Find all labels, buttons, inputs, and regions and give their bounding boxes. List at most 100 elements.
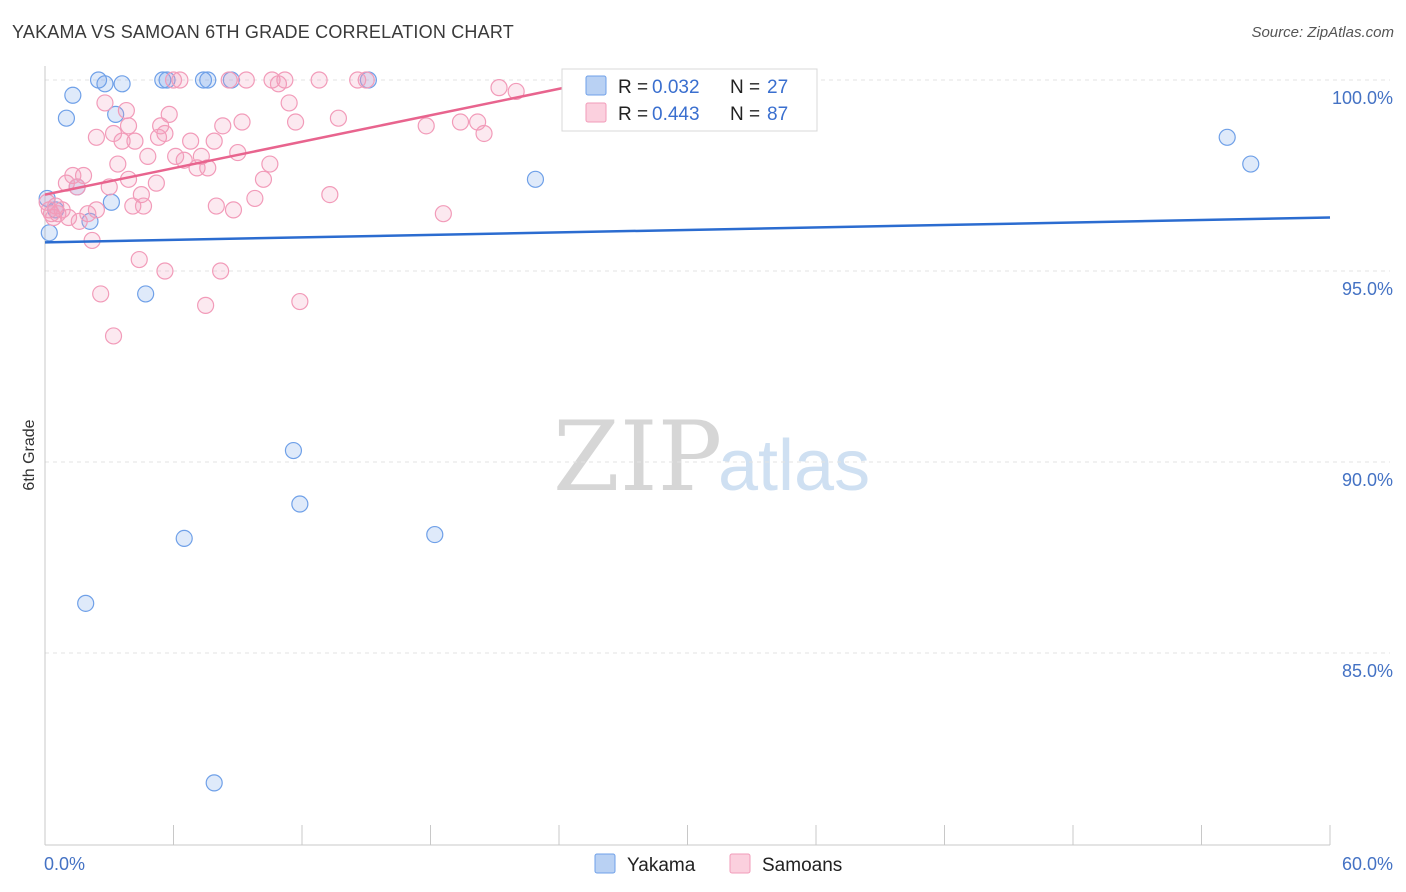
legend-n-label-yakama: N = [730,77,760,98]
samoans-point [490,79,508,97]
yakama-point [137,285,155,303]
samoans-point [104,327,123,345]
yakama-point [291,495,309,513]
chart-title: YAKAMA VS SAMOAN 6TH GRADE CORRELATION C… [12,22,514,42]
samoans-point [329,109,348,127]
samoans-point [310,71,328,89]
y-tick-label: 85.0% [1342,661,1393,681]
samoans-point [254,170,273,188]
yakama-point [175,529,193,548]
samoans-point [74,166,93,185]
samoans-point [87,201,106,219]
samoans-point [171,71,189,89]
legend-r-label-yakama: R = [618,77,648,98]
x-tick-label: 0.0% [44,854,85,874]
legend-r-value-samoans: 0.443 [652,104,700,125]
yakama-point [64,86,82,104]
samoans-point [417,117,435,135]
samoans-point [197,296,215,314]
y-tick-label: 90.0% [1342,470,1393,490]
x-tick-label: 60.0% [1342,854,1393,874]
samoans-point [214,117,232,135]
samoans-point [224,201,243,219]
trend-lines [44,78,1331,244]
yakama-point [113,75,131,93]
yakama-point [77,594,95,612]
samoans-point [357,71,375,89]
samoans-point [451,113,470,131]
legend-swatch-yakama [585,75,607,96]
samoans-point [280,94,298,112]
yakama-point [40,224,58,242]
yakama-trend-line [44,216,1331,244]
samoans-point [139,147,157,165]
bottom-legend-label-yakama: Yakama [627,855,696,876]
yakama-point [194,71,213,89]
samoans-point [113,132,131,150]
samoans-point [164,71,183,89]
yakama-point [199,71,217,89]
yakama-point [1218,128,1236,146]
x-tick-labels: 0.0% 60.0% [44,854,1393,874]
samoans-trend-line [44,78,603,196]
samoans-point [134,197,153,215]
y-tick-labels: 100.0% 95.0% 90.0% 85.0% [1332,88,1393,681]
yakama-point [1242,155,1260,173]
source-credit: Source: ZipAtlas.com [1251,24,1394,41]
samoans-point [237,71,255,89]
yakama-point [205,774,223,792]
samoans-point [212,262,230,280]
samoans-point [167,147,185,165]
yakama-point [107,105,125,123]
yakama-point [102,193,120,211]
bottom-legend-label-samoans: Samoans [762,855,842,876]
watermark-zip: ZIP [553,401,722,513]
samoans-point [205,132,223,150]
legend-r-value-yakama: 0.032 [652,77,700,98]
samoans-point [246,189,264,208]
yakama-point [426,525,444,544]
samoans-point [160,105,178,123]
samoans-point [59,208,78,227]
samoans-point [233,113,251,131]
legend-swatch-samoans [585,102,607,123]
samoans-point [130,250,148,269]
legend-n-value-samoans: 87 [767,104,788,125]
gridlines [45,79,1390,654]
samoans-point [119,117,138,135]
samoans-point [79,205,97,223]
legend-r-label-samoans: R = [618,104,648,125]
samoans-point [96,94,114,112]
yakama-point [526,170,545,188]
samoans-point [147,174,165,192]
yakama-point [158,71,176,89]
stats-legend: R = 0.032 N = 27 R = 0.443 N = 87 [561,68,818,132]
axes [44,66,1331,846]
y-tick-label: 95.0% [1342,279,1393,299]
samoans-point [92,285,110,303]
yakama-point [96,75,114,93]
samoans-point [276,71,294,89]
series-legend: Yakama Samoans [594,853,842,876]
samoans-point [286,113,305,131]
samoans-point [261,155,279,173]
legend-n-value-yakama: 27 [767,77,788,98]
samoans-point [156,262,174,280]
samoans-point [475,124,493,143]
samoans-point [126,132,144,150]
samoans-point [109,155,127,173]
data-points [38,71,1260,792]
bottom-legend-swatch-samoans [729,853,751,874]
samoans-point [220,71,238,89]
samoans-point [87,128,106,146]
samoans-point [434,205,452,223]
samoans-point [117,101,135,120]
watermark-atlas: atlas [718,426,870,506]
yakama-point [284,441,303,460]
samoans-point [207,197,225,215]
samoans-point [291,292,309,311]
samoans-point [507,82,525,101]
samoans-point [321,186,339,204]
samoans-point [182,132,200,150]
